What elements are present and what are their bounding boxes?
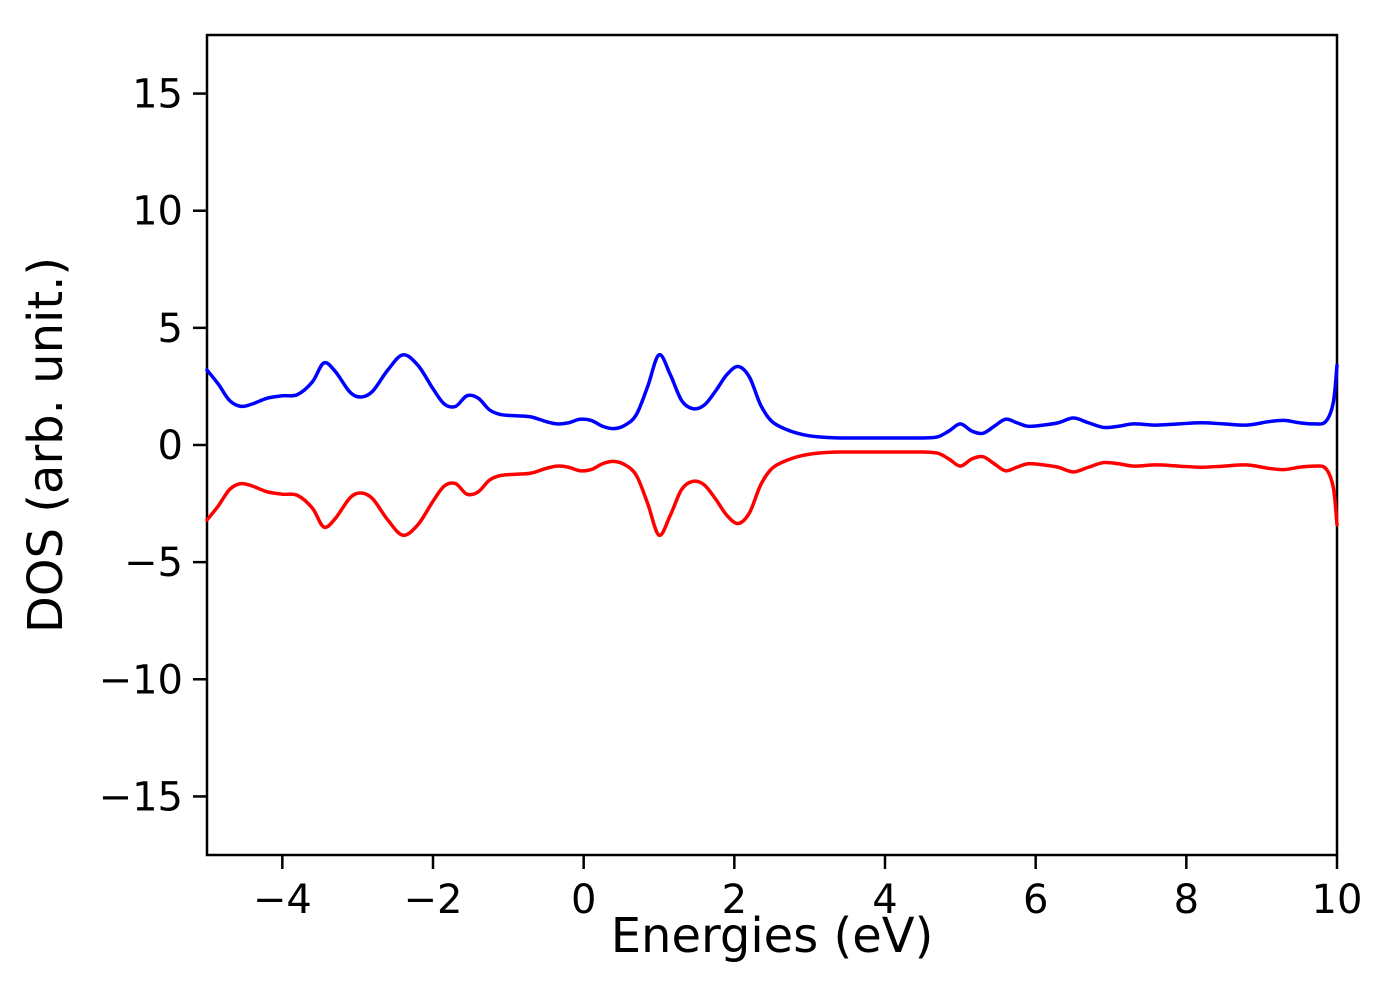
y-tick-label: 15 (132, 72, 183, 118)
x-tick-label: 4 (872, 877, 897, 923)
plot-area (205, 33, 1339, 857)
x-axis-label: Energies (eV) (611, 908, 934, 964)
x-tick-label: 8 (1174, 877, 1199, 923)
y-axis-label: DOS (arb. unit.) (18, 257, 74, 633)
y-tick-label: 0 (158, 423, 183, 469)
x-tick-label: −4 (253, 877, 312, 923)
y-tick-label: 5 (158, 306, 183, 352)
x-tick-label: 6 (1023, 877, 1048, 923)
spin-up-dos-line (205, 353, 1339, 440)
y-tick-label: −5 (124, 540, 183, 586)
y-tick-label: −15 (99, 774, 183, 820)
x-tick-label: 10 (1312, 877, 1363, 923)
y-tick-label: −10 (99, 657, 183, 703)
y-tick-label: 10 (132, 189, 183, 235)
spin-down-dos-line (205, 450, 1339, 537)
x-tick-label: −2 (404, 877, 463, 923)
series-layer (205, 353, 1339, 537)
x-tick-label: 0 (571, 877, 596, 923)
x-tick-label: 2 (722, 877, 747, 923)
ticks-layer: −4 −2 0 2 4 6 8 10 −15 −10 −5 0 5 10 15 (99, 72, 1363, 923)
